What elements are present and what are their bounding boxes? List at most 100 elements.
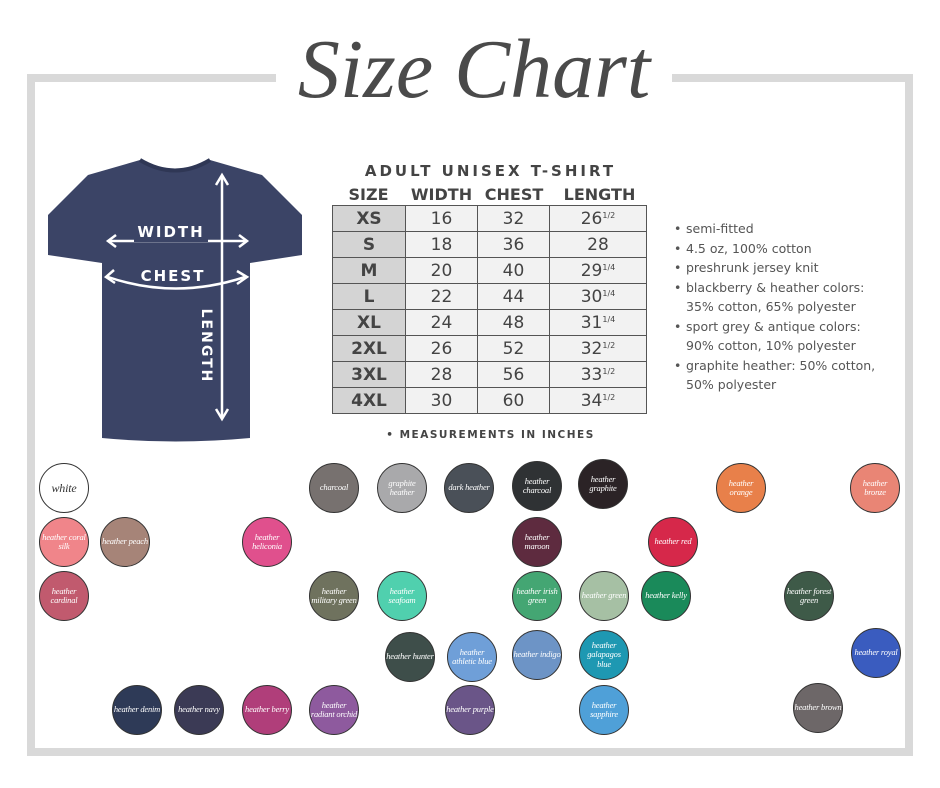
width-label: WIDTH <box>137 223 204 241</box>
color-swatch: heather green <box>579 571 629 621</box>
color-swatch: heather graphite <box>578 459 628 509</box>
width-cell: 18 <box>405 231 478 258</box>
length-fraction: 1/2 <box>602 340 616 350</box>
length-value: 33 <box>580 364 603 385</box>
measurement-note: • MEASUREMENTS IN INCHES <box>386 429 595 441</box>
length-cell: 301/4 <box>549 283 647 310</box>
length-value: 34 <box>580 390 603 411</box>
length-fraction: 1/2 <box>602 210 616 220</box>
chest-cell: 56 <box>477 361 550 388</box>
color-swatch: heather military green <box>309 571 359 621</box>
color-swatch: white <box>39 463 89 513</box>
color-swatch: heather forest green <box>784 571 834 621</box>
size-cell: 3XL <box>332 361 406 388</box>
color-swatch: heather bronze <box>850 463 900 513</box>
table-row: XL 24 48 311/4 <box>332 309 647 336</box>
tshirt-collar <box>138 158 212 173</box>
color-swatch: heather coral silk <box>39 517 89 567</box>
color-swatch: heather red <box>648 517 698 567</box>
color-swatch: heather athletic blue <box>447 632 497 682</box>
chest-cell: 52 <box>477 335 550 362</box>
color-swatch: heather peach <box>100 517 150 567</box>
tshirt-body <box>48 160 302 442</box>
length-value: 26 <box>580 208 603 229</box>
size-cell: M <box>332 257 406 284</box>
chest-cell: 44 <box>477 283 550 310</box>
header-length: LENGTH <box>563 185 636 204</box>
chest-arrowheads <box>103 269 250 286</box>
length-value: 32 <box>580 338 603 359</box>
size-cell: S <box>332 231 406 258</box>
color-swatch: heather navy <box>174 685 224 735</box>
color-swatch: heather royal <box>851 628 901 678</box>
chest-cell: 40 <box>477 257 550 284</box>
header-chest: CHEST <box>484 185 544 204</box>
color-swatch: heather radiant orchid <box>309 685 359 735</box>
feature-list: semi-fitted4.5 oz, 100% cottonpreshrunk … <box>674 219 875 395</box>
size-cell: L <box>332 283 406 310</box>
length-value: 31 <box>580 312 603 333</box>
width-cell: 30 <box>405 387 478 414</box>
feature-item: semi-fitted <box>674 219 875 239</box>
width-arrowheads <box>105 234 250 248</box>
length-label: LENGTH <box>198 309 214 384</box>
chest-label: CHEST <box>141 267 206 285</box>
feature-item: 4.5 oz, 100% cotton <box>674 239 875 259</box>
color-swatch: heather galapagos blue <box>579 630 629 680</box>
chest-arrow <box>107 275 246 290</box>
length-value: 28 <box>587 234 609 255</box>
feature-item: blackberry & heather colors: <box>674 278 875 298</box>
width-cell: 26 <box>405 335 478 362</box>
feature-item: 35% cotton, 65% polyester <box>686 299 856 314</box>
color-swatch: heather charcoal <box>512 461 562 511</box>
color-swatch: heather irish green <box>512 571 562 621</box>
table-header: SIZE WIDTH CHEST LENGTH <box>332 185 649 204</box>
length-fraction: 1/2 <box>602 392 616 402</box>
chest-cell: 48 <box>477 309 550 336</box>
color-swatch: heather purple <box>445 685 495 735</box>
length-value: 30 <box>580 286 603 307</box>
length-cell: 28 <box>549 231 647 258</box>
length-fraction: 1/2 <box>602 366 616 376</box>
feature-item: preshrunk jersey knit <box>674 258 875 278</box>
length-cell: 341/2 <box>549 387 647 414</box>
chest-cell: 60 <box>477 387 550 414</box>
size-cell: 4XL <box>332 387 406 414</box>
length-fraction: 1/4 <box>602 314 616 324</box>
color-swatch: heather hunter <box>385 632 435 682</box>
length-fraction: 1/4 <box>602 262 616 272</box>
color-swatch: heather heliconia <box>242 517 292 567</box>
length-cell: 311/4 <box>549 309 647 336</box>
length-fraction: 1/4 <box>602 288 616 298</box>
color-swatch: heather orange <box>716 463 766 513</box>
header-size: SIZE <box>348 185 389 204</box>
length-arrowheads <box>214 172 230 422</box>
color-swatch: heather berry <box>242 685 292 735</box>
page-title: Size Chart <box>297 23 651 116</box>
feature-item: sport grey & antique colors: <box>674 317 875 337</box>
color-swatch: heather cardinal <box>39 571 89 621</box>
width-cell: 16 <box>405 205 478 232</box>
color-swatch: dark heather <box>444 463 494 513</box>
width-cell: 24 <box>405 309 478 336</box>
length-cell: 321/2 <box>549 335 647 362</box>
color-swatch: heather maroon <box>512 517 562 567</box>
header-width: WIDTH <box>410 185 473 204</box>
table-title: ADULT UNISEX T-SHIRT <box>364 162 617 180</box>
color-swatch: charcoal <box>309 463 359 513</box>
width-cell: 28 <box>405 361 478 388</box>
length-value: 29 <box>580 260 603 281</box>
color-swatch: heather seafoam <box>377 571 427 621</box>
color-swatch: graphite heather <box>377 463 427 513</box>
feature-item: graphite heather: 50% cotton, <box>674 356 875 376</box>
width-cell: 22 <box>405 283 478 310</box>
size-cell: XL <box>332 309 406 336</box>
table-row: L 22 44 301/4 <box>332 283 647 310</box>
table-row: 4XL 30 60 341/2 <box>332 387 647 414</box>
width-cell: 20 <box>405 257 478 284</box>
length-cell: 331/2 <box>549 361 647 388</box>
size-cell: XS <box>332 205 406 232</box>
color-swatch: heather kelly <box>641 571 691 621</box>
color-swatch: heather denim <box>112 685 162 735</box>
title-gap <box>276 66 672 90</box>
